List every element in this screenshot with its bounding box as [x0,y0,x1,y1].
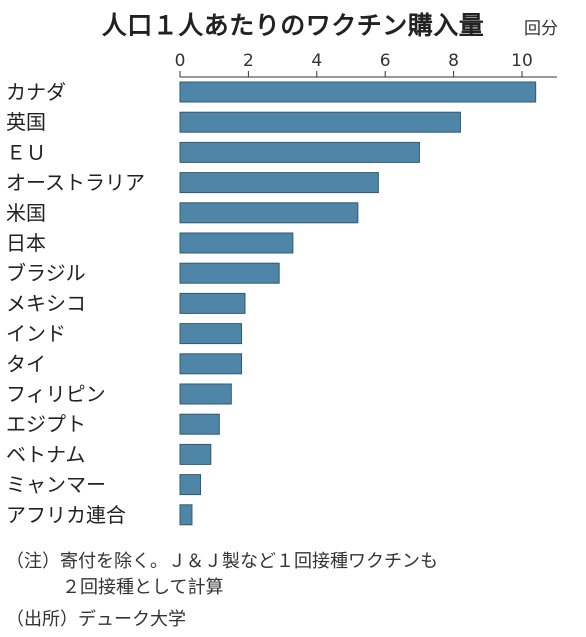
category-label: ベトナム [6,442,85,466]
category-label: エジプト [6,412,86,436]
x-tick-label: 6 [380,51,391,71]
footnote-line-2: ２回接種として計算 [62,577,224,598]
x-tick-label: 8 [448,51,459,71]
category-label: ミャンマー [6,473,106,497]
bar [179,111,461,133]
bar [179,232,294,254]
category-label: メキシコ [6,291,86,315]
category-label: フィリピン [6,382,106,406]
bar [179,504,193,526]
bar [179,323,243,345]
bar [179,383,232,405]
x-axis-ticks: 0 2 4 6 8 10 [175,51,533,77]
bar [179,353,243,375]
category-label: タイ [6,352,46,376]
x-tick-label: 4 [311,51,322,71]
x-tick-label: 10 [511,51,533,71]
chart-title: 人口１人あたりのワクチン購入量 [101,11,485,40]
bar [179,141,420,163]
category-label: インド [6,322,66,346]
x-tick-label: 2 [243,51,254,71]
category-label: オーストラリア [6,171,145,195]
category-label: ブラジル [6,261,86,285]
bars [179,81,537,526]
bar [179,172,379,194]
x-tick-label: 0 [175,51,186,71]
category-label: 日本 [6,231,46,255]
category-label: アフリカ連合 [6,503,126,527]
category-label: カナダ [6,80,66,104]
footnote-line-1: （注）寄付を除く。Ｊ＆Ｊ製など１回接種ワクチンも [6,551,438,572]
bar [179,292,246,314]
bar [179,474,202,496]
bar [179,443,212,465]
bar [179,413,220,435]
category-label: 英国 [6,110,46,134]
source-note: （出所）デューク大学 [6,609,186,630]
bar [179,262,280,284]
bar [179,81,537,103]
axis-unit-label: 回分 [524,19,558,39]
category-label: 米国 [6,201,46,225]
category-label: ＥＵ [6,140,46,164]
bar [179,202,359,224]
